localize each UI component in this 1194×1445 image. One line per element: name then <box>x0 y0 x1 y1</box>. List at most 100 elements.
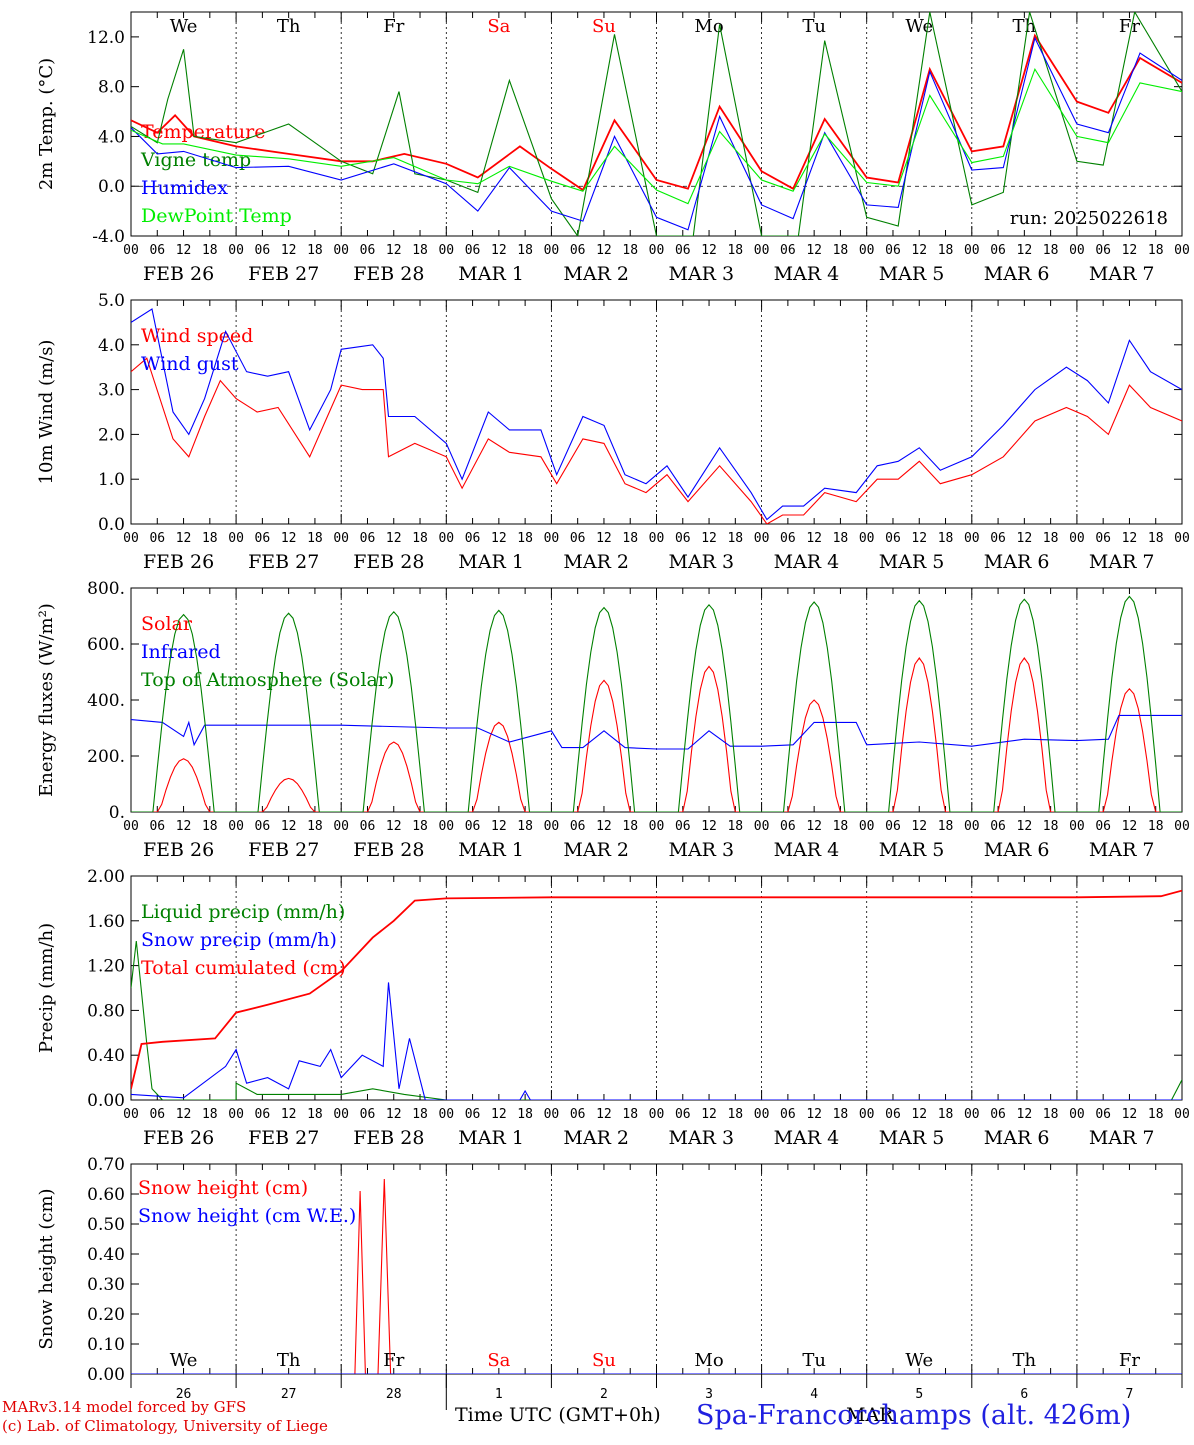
date-label: FEB 27 <box>248 1127 319 1149</box>
y-tick-label: 0.60 <box>87 1185 125 1205</box>
hour-tick-label: 00 <box>438 819 454 834</box>
date-label: MAR 5 <box>879 263 945 285</box>
hour-tick-label: 00 <box>1174 531 1190 546</box>
y-tick-label: 1.20 <box>87 957 125 977</box>
hour-tick-label: 12 <box>911 531 927 546</box>
hour-tick-label: 18 <box>727 243 743 258</box>
day-number-label: 27 <box>281 1387 297 1402</box>
hour-tick-label: 06 <box>360 1107 376 1122</box>
hour-tick-label: 06 <box>465 243 481 258</box>
y-tick-label: 800. <box>87 579 125 599</box>
hour-tick-label: 06 <box>570 531 586 546</box>
legend-entry: Snow precip (mm/h) <box>141 929 337 951</box>
hour-tick-label: 00 <box>438 243 454 258</box>
hour-tick-label: 00 <box>1174 1107 1190 1122</box>
legend-entry: Snow height (cm) <box>138 1177 308 1199</box>
date-label: MAR 5 <box>879 839 945 861</box>
legend-entry: Total cumulated (cm) <box>141 957 346 979</box>
hour-tick-label: 18 <box>202 1107 218 1122</box>
hour-tick-label: 18 <box>307 1107 323 1122</box>
legend-entry: Liquid precip (mm/h) <box>141 901 345 923</box>
hour-tick-label: 00 <box>123 243 139 258</box>
y-tick-label: 0.40 <box>87 1046 125 1066</box>
y-axis-label: Snow height (cm) <box>36 1188 57 1349</box>
hour-tick-label: 18 <box>622 531 638 546</box>
hour-tick-label: 18 <box>622 819 638 834</box>
hour-tick-label: 18 <box>727 1107 743 1122</box>
date-label: MAR 4 <box>774 263 840 285</box>
hour-tick-label: 12 <box>806 243 822 258</box>
y-tick-label: 0.80 <box>87 1001 125 1021</box>
hour-tick-label: 18 <box>517 531 533 546</box>
hour-tick-label: 00 <box>649 243 665 258</box>
y-axis-label: 10m Wind (m/s) <box>36 340 57 485</box>
hour-tick-label: 18 <box>833 531 849 546</box>
hour-tick-label: 06 <box>1095 819 1111 834</box>
hour-tick-label: 00 <box>754 1107 770 1122</box>
hour-tick-label: 06 <box>149 819 165 834</box>
date-label: FEB 28 <box>353 263 424 285</box>
hour-tick-label: 06 <box>1095 1107 1111 1122</box>
hour-tick-label: 12 <box>176 243 192 258</box>
y-tick-label: 8.0 <box>98 78 125 98</box>
hour-tick-label: 18 <box>1043 243 1059 258</box>
weekday-label: Fr <box>1119 16 1140 37</box>
hour-tick-label: 00 <box>228 243 244 258</box>
hour-tick-label: 12 <box>911 243 927 258</box>
day-number-label: 28 <box>386 1387 402 1402</box>
hour-tick-label: 12 <box>1017 1107 1033 1122</box>
date-label: FEB 27 <box>248 263 319 285</box>
hour-tick-label: 00 <box>754 243 770 258</box>
series-line-blue <box>131 36 1182 231</box>
hour-tick-label: 18 <box>622 243 638 258</box>
hour-tick-label: 00 <box>228 819 244 834</box>
hour-tick-label: 06 <box>885 819 901 834</box>
hour-tick-label: 12 <box>281 819 297 834</box>
hour-tick-label: 06 <box>780 531 796 546</box>
hour-tick-label: 06 <box>570 1107 586 1122</box>
date-label: MAR 3 <box>669 551 735 573</box>
date-label: MAR 1 <box>458 1127 524 1149</box>
hour-tick-label: 00 <box>228 1107 244 1122</box>
hour-tick-label: 06 <box>570 819 586 834</box>
hour-tick-label: 18 <box>202 531 218 546</box>
hour-tick-label: 18 <box>307 243 323 258</box>
series-line-red <box>131 1178 1182 1374</box>
hour-tick-label: 06 <box>465 531 481 546</box>
weekday-label: Th <box>277 1350 301 1371</box>
hour-tick-label: 12 <box>491 243 507 258</box>
hour-tick-label: 12 <box>701 819 717 834</box>
hour-tick-label: 18 <box>727 531 743 546</box>
y-tick-label: 400. <box>87 691 125 711</box>
hour-tick-label: 12 <box>596 1107 612 1122</box>
hour-tick-label: 12 <box>281 1107 297 1122</box>
weekday-label: We <box>170 1350 198 1371</box>
hour-tick-label: 06 <box>149 531 165 546</box>
date-label: MAR 6 <box>984 839 1050 861</box>
date-label: MAR 6 <box>984 551 1050 573</box>
hour-tick-label: 18 <box>307 819 323 834</box>
weekday-label: Tu <box>802 1350 826 1371</box>
hour-tick-label: 06 <box>675 1107 691 1122</box>
hour-tick-label: 00 <box>333 531 349 546</box>
series-line-blue <box>131 714 1182 750</box>
hour-tick-label: 18 <box>1148 531 1164 546</box>
hour-tick-label: 06 <box>149 243 165 258</box>
hour-tick-label: 00 <box>1174 819 1190 834</box>
hour-tick-label: 00 <box>964 531 980 546</box>
weekday-label: Mo <box>694 16 723 37</box>
hour-tick-label: 00 <box>754 531 770 546</box>
station-name: Spa-Francorchamps (alt. 426m) <box>696 1400 1132 1431</box>
hour-tick-label: 00 <box>544 1107 560 1122</box>
time-axis-label: Time UTC (GMT+0h) <box>455 1404 661 1426</box>
hour-tick-label: 06 <box>885 243 901 258</box>
hour-tick-label: 06 <box>149 1107 165 1122</box>
hour-tick-label: 06 <box>465 819 481 834</box>
hour-tick-label: 18 <box>202 243 218 258</box>
hour-tick-label: 12 <box>701 531 717 546</box>
hour-tick-label: 06 <box>1095 531 1111 546</box>
date-label: FEB 28 <box>353 839 424 861</box>
hour-tick-label: 00 <box>333 819 349 834</box>
hour-tick-label: 00 <box>649 819 665 834</box>
legend-entry: Top of Atmosphere (Solar) <box>141 669 394 691</box>
